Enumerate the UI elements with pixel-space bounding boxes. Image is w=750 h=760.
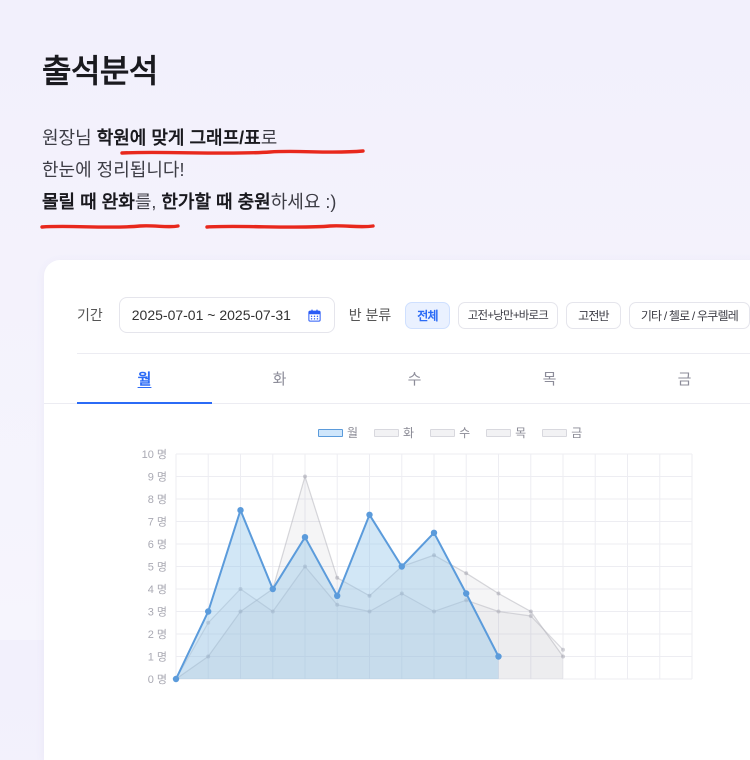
svg-text:10 명: 10 명 [142,448,167,461]
svg-text:6 명: 6 명 [148,538,167,551]
svg-text:7 명: 7 명 [148,516,167,529]
svg-text:0 명: 0 명 [148,673,167,686]
svg-text:5 명: 5 명 [148,561,167,574]
svg-text:8 명: 8 명 [148,493,167,506]
svg-text:4 명: 4 명 [148,583,167,596]
svg-text:1 명: 1 명 [148,651,167,664]
svg-text:9 명: 9 명 [148,471,167,484]
svg-text:3 명: 3 명 [148,606,167,619]
svg-text:2 명: 2 명 [148,628,167,641]
